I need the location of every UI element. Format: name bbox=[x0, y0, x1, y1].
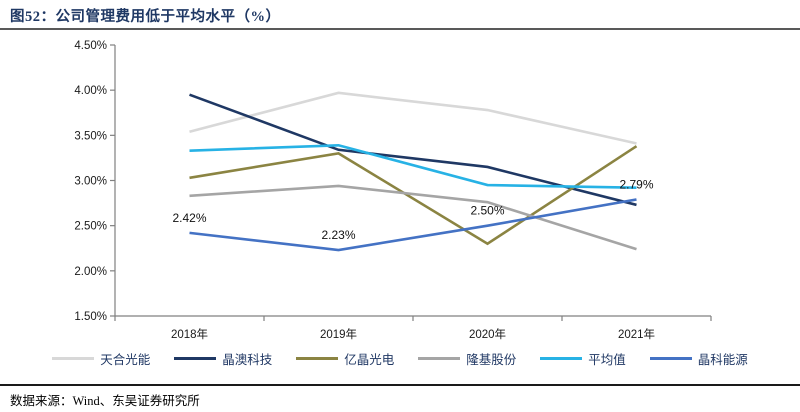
legend-line-swatch bbox=[296, 357, 339, 360]
x-axis-tick-label: 2019年 bbox=[320, 327, 357, 341]
legend-line-swatch bbox=[540, 357, 583, 360]
legend-label: 晶澳科技 bbox=[222, 353, 273, 367]
y-axis-tick-label: 3.00% bbox=[74, 176, 107, 188]
series-line bbox=[189, 93, 637, 207]
legend-line-swatch bbox=[52, 357, 95, 360]
x-axis-tick-label: 2020年 bbox=[469, 327, 506, 341]
data-point-label: 2.42% bbox=[172, 211, 206, 225]
legend-item: 隆基股份 bbox=[418, 349, 516, 368]
y-axis-tick-label: 4.00% bbox=[74, 85, 107, 97]
series-line bbox=[189, 143, 637, 190]
legend-label: 天合光能 bbox=[100, 353, 151, 367]
chart-legend: 天合光能 晶澳科技 亿晶光电 隆基股份 平均值 晶科能源 bbox=[0, 349, 800, 368]
data-point-label: 2.23% bbox=[321, 228, 355, 242]
data-point-label: 2.79% bbox=[619, 177, 653, 191]
series-line bbox=[189, 198, 637, 252]
x-axis-tick-label: 2021年 bbox=[618, 327, 655, 341]
legend-label: 平均值 bbox=[588, 353, 626, 367]
y-axis-tick-label: 1.50% bbox=[74, 311, 107, 323]
legend-item: 平均值 bbox=[540, 349, 626, 368]
data-source-note: 数据来源：Wind、东吴证券研究所 bbox=[10, 394, 200, 408]
data-point-label: 2.50% bbox=[470, 204, 504, 218]
series-line bbox=[189, 91, 637, 145]
legend-item: 晶澳科技 bbox=[174, 349, 272, 368]
legend-item: 天合光能 bbox=[52, 349, 150, 368]
legend-line-swatch bbox=[649, 357, 692, 360]
legend-item: 晶科能源 bbox=[649, 349, 748, 368]
footer-divider-line bbox=[0, 384, 800, 386]
legend-label: 亿晶光电 bbox=[344, 353, 395, 367]
x-axis-tick-label: 2018年 bbox=[171, 327, 208, 341]
legend-line-swatch bbox=[174, 357, 217, 360]
chart-title: 图52：公司管理费用低于平均水平（%） bbox=[10, 9, 281, 25]
y-axis-tick-label: 4.50% bbox=[74, 40, 107, 52]
y-axis-tick-label: 2.00% bbox=[74, 266, 107, 278]
legend-item: 亿晶光电 bbox=[296, 349, 394, 368]
series-line bbox=[189, 184, 637, 251]
y-axis-tick-label: 3.50% bbox=[74, 130, 107, 142]
legend-label: 隆基股份 bbox=[466, 353, 517, 367]
legend-label: 晶科能源 bbox=[697, 353, 748, 367]
legend-line-swatch bbox=[418, 357, 461, 360]
series-line bbox=[189, 145, 638, 246]
y-axis-tick-label: 2.50% bbox=[74, 221, 107, 233]
title-divider-line bbox=[0, 28, 800, 30]
